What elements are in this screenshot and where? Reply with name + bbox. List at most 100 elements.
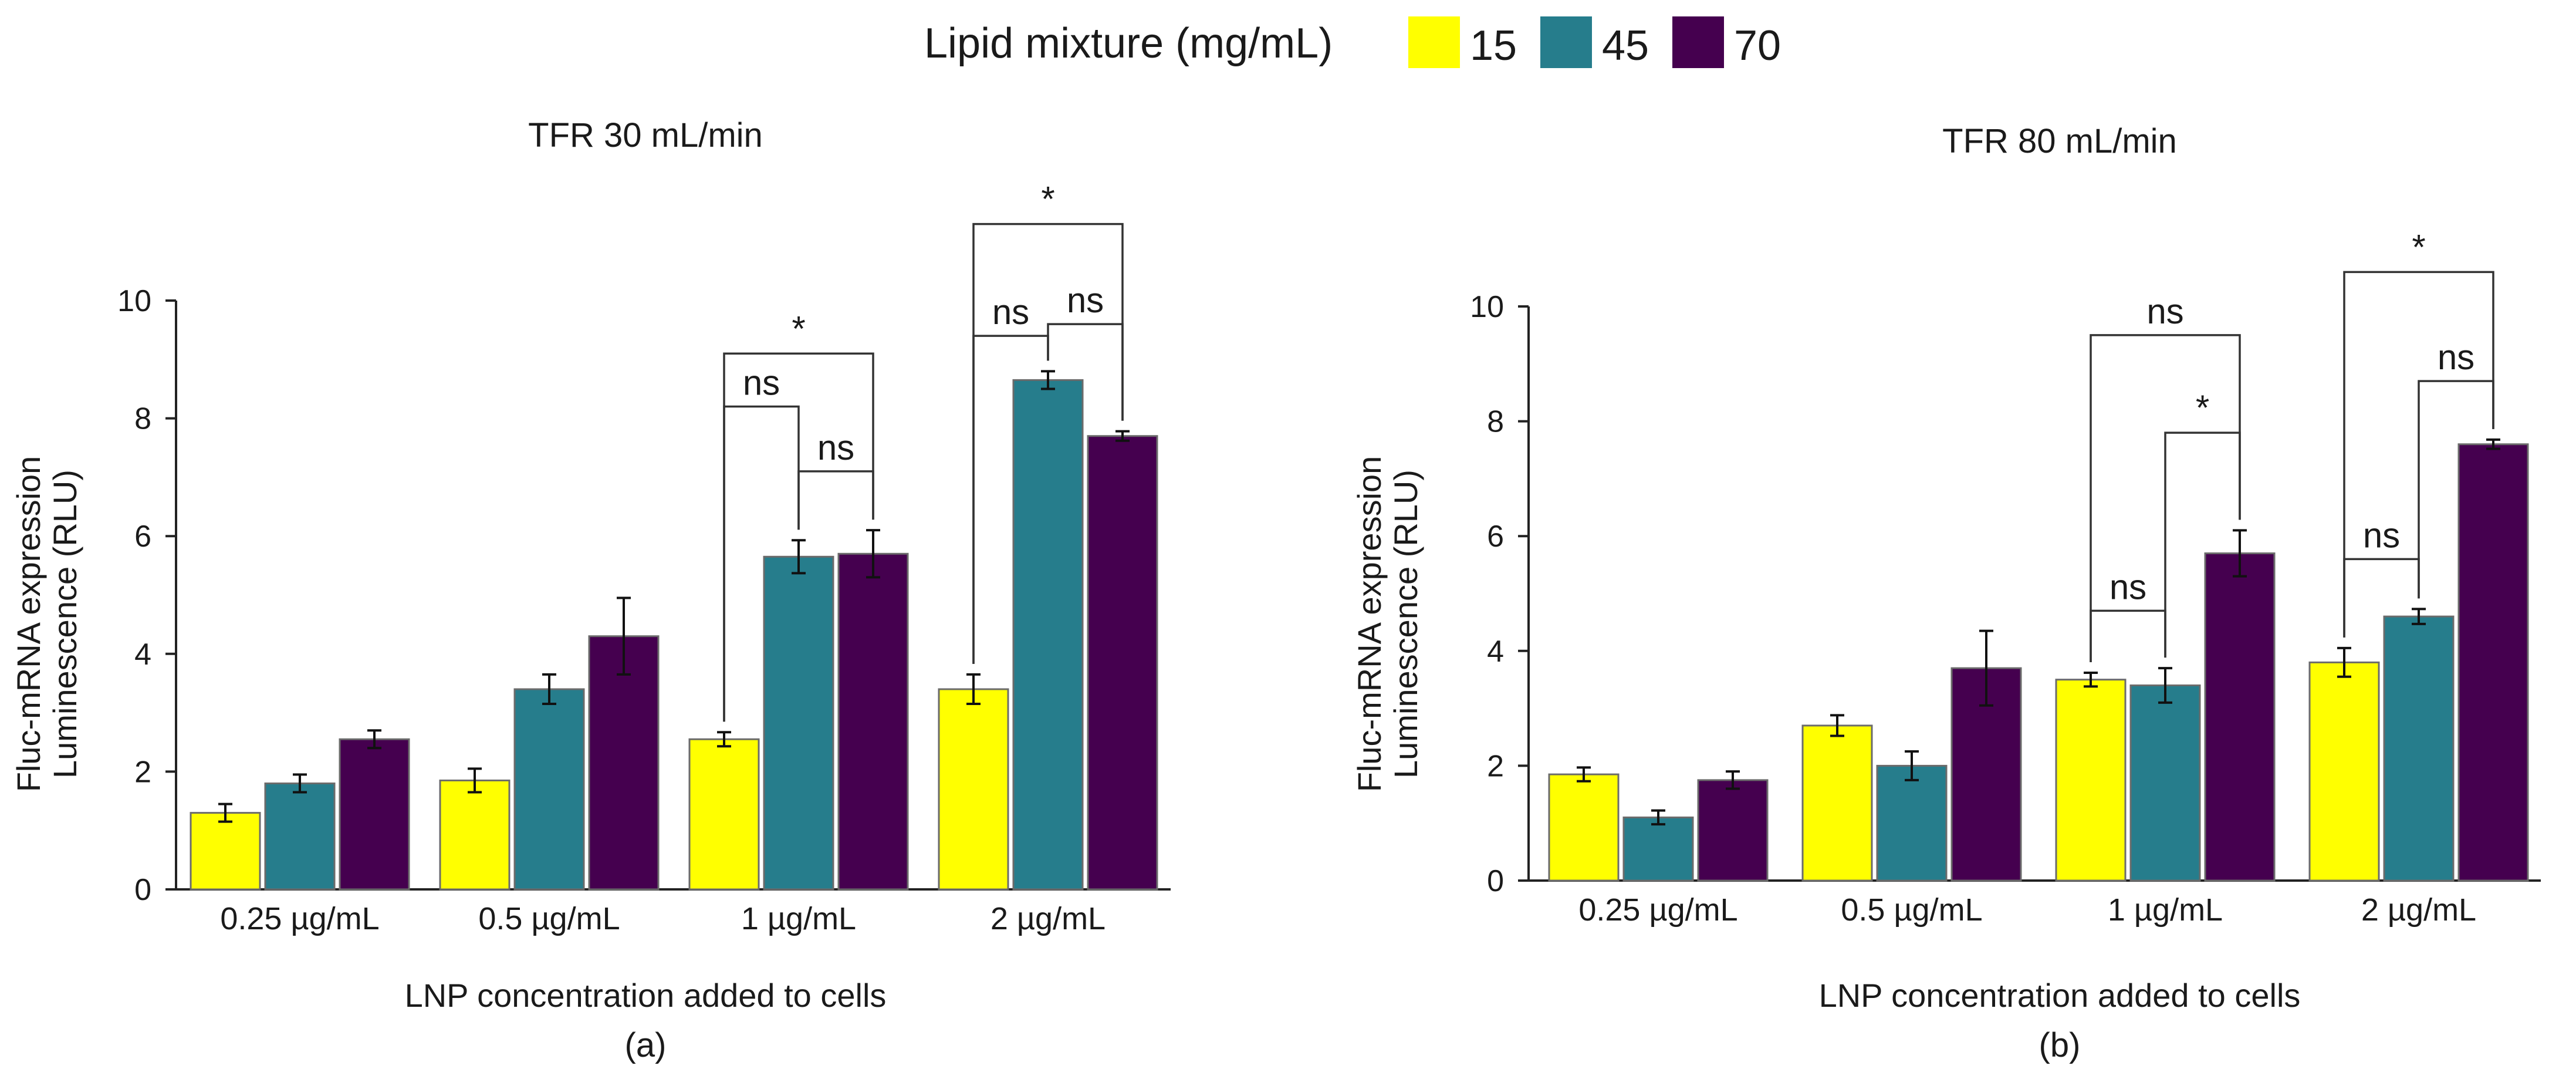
legend: Lipid mixture (mg/mL) 15 45 70 [924,16,1781,69]
bar-series-45-cat-3 [2129,684,2201,882]
y-axis-label-line-2: Luminescence (RLU) [1387,470,1424,778]
error-bar [1115,430,1130,442]
error-bar [367,729,381,750]
bar-series-70-cat-4 [1087,435,1158,891]
legend-label-70: 70 [1734,22,1781,69]
panel-title: TFR 80 mL/min [1942,122,2177,160]
bar-series-15-cat-3 [688,738,760,891]
bar-series-45-cat-3 [763,555,834,891]
y-tick-label: 0 [1487,864,1504,898]
y-tick-label: 2 [134,755,151,789]
panel-sublabel: (b) [2039,1026,2081,1064]
significance-bracket [2343,271,2494,638]
error-bar [542,673,556,706]
y-tick-label: 6 [134,520,151,554]
bar-series-70-cat-3 [837,552,909,891]
bar-series-45-cat-4 [1012,379,1084,891]
error-bar [792,539,806,575]
significance-label: ns [992,292,1029,332]
bar-series-70-cat-1 [339,738,410,891]
error-bar [866,529,880,579]
y-tick-label: 6 [1487,520,1504,554]
y-tick-label: 8 [1487,405,1504,439]
y-tick-label: 4 [134,638,151,672]
significance-label: ns [743,363,780,403]
bar-series-45-cat-1 [264,782,336,891]
error-bar [2084,671,2098,688]
bar-series-15-cat-1 [1548,773,1620,882]
significance-label: ns [817,428,854,467]
bar-series-15-cat-2 [1801,724,1873,882]
x-tick-label: 1 µg/mL [741,901,856,936]
significance-label: * [2412,227,2425,267]
significance-bracket [2090,609,2166,662]
bar-series-45-cat-1 [1622,816,1694,882]
y-axis-label-line-1: Fluc-mRNA expression [1351,456,1388,793]
significance-label: ns [2110,567,2146,606]
significance-label: ns [2363,515,2400,555]
x-tick-label: 2 µg/mL [2361,892,2476,928]
bar-series-45-cat-2 [513,688,585,891]
legend-swatch-70 [1672,16,1724,68]
legend-swatch-15 [1408,16,1460,68]
x-axis-label: LNP concentration added to cells [1819,977,2301,1014]
y-tick-label: 2 [1487,749,1504,783]
chart-panel-a: TFR 30 mL/min Fluc-mRNA expression Lumin… [10,116,1171,1064]
legend-label-45: 45 [1602,22,1649,69]
significance-bracket [972,222,1124,664]
x-tick-label: 0.25 µg/mL [220,901,379,936]
y-axis-label-line-1: Fluc-mRNA expression [10,456,47,793]
error-bar [1905,750,1919,781]
error-bar [1830,714,1844,737]
x-tick-label: 0.5 µg/mL [478,901,620,936]
error-bar [218,802,232,823]
error-bar [468,767,482,794]
error-bar [1651,809,1665,826]
error-bar [966,673,981,706]
error-bar [2486,438,2500,450]
error-bar [2412,608,2426,625]
error-bar [293,773,307,794]
bar-series-15-cat-4 [938,688,1009,891]
error-bar [2233,529,2247,578]
error-bar [1726,770,1740,790]
y-tick-label: 4 [1487,635,1504,669]
y-tick-label: 8 [134,402,151,436]
error-bar [2337,646,2351,678]
significance-label: ns [2438,338,2474,377]
bar-series-70-cat-4 [2457,443,2529,882]
plot-area: 0 2 4 6 8 10 0.25 µg/mL 0.5 µg/mL 1 µg/mL 2 µg/mL… [1470,227,2541,928]
bar-series-70-cat-1 [1697,779,1769,882]
y-tick-label: 10 [1470,290,1504,324]
y-tick-label: 10 [117,284,151,318]
plot-area: 0 2 4 6 8 10 0.25 µg/mL 0.5 µg/mL 1 µg/mL 2 µg/mL… [117,180,1171,936]
significance-label: * [792,309,805,348]
error-bar [617,596,631,676]
x-tick-label: 0.5 µg/mL [1841,892,1982,928]
bar-series-45-cat-2 [1876,764,1948,882]
error-bar [2158,667,2172,704]
x-tick-label: 1 µg/mL [2108,892,2223,928]
x-axis-label: LNP concentration added to cells [405,977,887,1014]
error-bar [717,731,731,748]
x-tick-label: 2 µg/mL [990,901,1106,936]
bar-series-15-cat-1 [190,812,261,891]
significance-bracket [723,352,874,722]
bar-series-15-cat-2 [439,779,511,891]
bar-series-15-cat-4 [2308,661,2380,882]
significance-label: ns [2146,292,2183,331]
error-bar [1041,370,1055,390]
x-tick-label: 0.25 µg/mL [1578,892,1737,928]
bar-series-15-cat-3 [2055,679,2127,882]
bar-series-45-cat-4 [2383,615,2455,882]
y-tick-label: 0 [134,873,151,907]
bar-series-70-cat-3 [2204,552,2276,882]
chart-panel-b: TFR 80 mL/min Fluc-mRNA expression Lumin… [1351,122,2541,1064]
significance-label: * [1041,180,1054,219]
significance-bracket [2090,334,2241,662]
legend-label-15: 15 [1470,22,1517,69]
significance-bracket [797,470,874,530]
legend-title: Lipid mixture (mg/mL) [924,20,1333,67]
panel-sublabel: (a) [625,1026,667,1064]
